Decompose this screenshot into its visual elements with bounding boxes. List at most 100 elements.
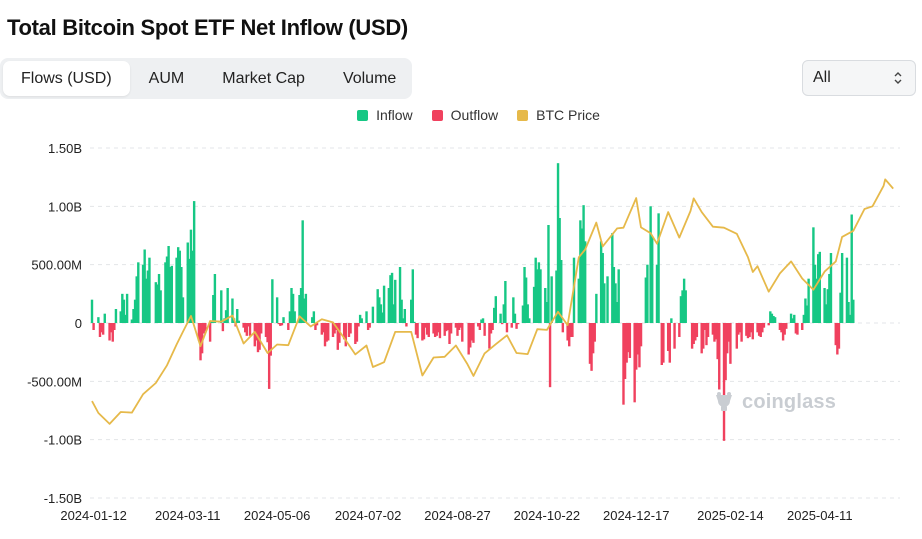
outflow-bar [456, 323, 459, 336]
inflow-bar [271, 279, 274, 323]
inflow-bar [789, 313, 793, 323]
x-tick-label: 2024-01-12 [60, 508, 127, 523]
outflow-bar [757, 323, 761, 336]
range-select[interactable]: All [802, 60, 916, 96]
inflow-bar [213, 274, 217, 323]
inflow-bar [577, 278, 580, 323]
outflow-bar [421, 323, 424, 341]
outflow-bar [266, 323, 269, 343]
tab-market-cap[interactable]: Market Cap [222, 70, 305, 87]
y-tick-label: 1.50B [48, 141, 82, 156]
inflow-bar [114, 309, 118, 323]
outflow-bar [478, 323, 482, 330]
inflow-bar [526, 304, 529, 323]
inflow-bar [802, 314, 806, 323]
outflow-bar [726, 323, 729, 354]
inflow-bar [804, 298, 807, 323]
inflow-bar [301, 220, 304, 323]
inflow-bar [545, 302, 549, 323]
outflow-bar [834, 323, 837, 346]
inflow-bar [236, 309, 239, 323]
inflow-bar [812, 227, 815, 323]
outflow-bar [751, 323, 754, 340]
inflow-bar [840, 253, 844, 323]
inflow-bar [210, 321, 213, 323]
y-tick-label: -500.00M [27, 374, 82, 389]
inflow-bar [154, 282, 158, 323]
inflow-bar [164, 262, 167, 323]
inflow-bar [237, 320, 241, 323]
inflow-bar [143, 249, 146, 323]
legend-label-btc-price: BTC Price [536, 107, 600, 123]
outflow-bar [366, 323, 370, 330]
outflow-bar [703, 323, 707, 330]
outflow-bar [354, 323, 357, 344]
outflow-bar [796, 323, 799, 335]
legend-label-outflow: Outflow [450, 107, 499, 123]
inflow-bar [394, 279, 397, 323]
outflow-bar [454, 323, 458, 328]
outflow-bar [729, 323, 732, 364]
inflow-bar [145, 278, 148, 323]
outflow-bar [425, 323, 429, 335]
inflow-bar [410, 299, 413, 323]
inflow-bar [611, 233, 614, 323]
outflow-bar [470, 323, 474, 341]
inflow-bar [601, 253, 604, 323]
inflow-bar [848, 314, 852, 323]
inflow-bar [504, 281, 507, 323]
inflow-bar [649, 206, 652, 323]
inflow-bar [119, 311, 122, 323]
inflow-bar [480, 319, 483, 323]
outflow-bar [780, 323, 783, 333]
outflow-bar [722, 323, 726, 441]
outflow-bar [746, 323, 750, 339]
inflow-bar [655, 264, 659, 323]
tab-aum[interactable]: AUM [148, 70, 185, 87]
inflow-bar [815, 278, 818, 323]
inflow-bar [133, 299, 137, 323]
outflow-bar [109, 323, 113, 333]
y-tick-label: -1.50B [44, 491, 82, 506]
legend-item-outflow[interactable]: Outflow [431, 107, 499, 123]
inflow-bar [157, 274, 161, 323]
outflow-bar [457, 323, 461, 330]
outflow-bar [267, 323, 271, 389]
inflow-bar [521, 305, 525, 323]
outflow-bar [320, 323, 324, 335]
outflow-bar [349, 323, 352, 334]
inflow-bar [583, 241, 587, 323]
inflow-bar [148, 257, 151, 323]
outflow-bar [738, 323, 742, 333]
outflow-bar [510, 323, 513, 328]
inflow-bar [192, 201, 196, 323]
outflow-bar [711, 323, 715, 335]
outflow-bar [694, 323, 697, 341]
inflow-bar [275, 297, 279, 323]
outflow-bar [208, 323, 212, 342]
outflow-bar [590, 323, 593, 371]
inflow-bar [850, 214, 853, 323]
inflow-bar [146, 270, 150, 323]
outflow-bar [489, 323, 493, 334]
inflow-bar [805, 305, 809, 323]
inflow-bar [291, 293, 295, 323]
inflow-bar [121, 293, 124, 323]
inflow-bar [299, 288, 303, 323]
y-tick-label: 1.00B [48, 199, 82, 214]
outflow-bar [424, 323, 427, 328]
inflow-bar [378, 297, 381, 323]
tab-volume[interactable]: Volume [342, 70, 397, 87]
outflow-bar [438, 323, 442, 339]
legend-item-btc-price[interactable]: BTC Price [517, 107, 600, 123]
inflow-bar [97, 317, 100, 323]
inflow-bar [165, 256, 169, 323]
outflow-bar [801, 323, 804, 330]
page-title: Total Bitcoin Spot ETF Net Inflow (USD) [7, 15, 408, 40]
legend-item-inflow[interactable]: Inflow [357, 107, 413, 123]
inflow-bar [528, 318, 531, 323]
tab-flows[interactable]: Flows (USD) [3, 61, 130, 96]
inflow-bar [502, 304, 505, 323]
x-tick-label: 2025-02-14 [697, 508, 764, 523]
